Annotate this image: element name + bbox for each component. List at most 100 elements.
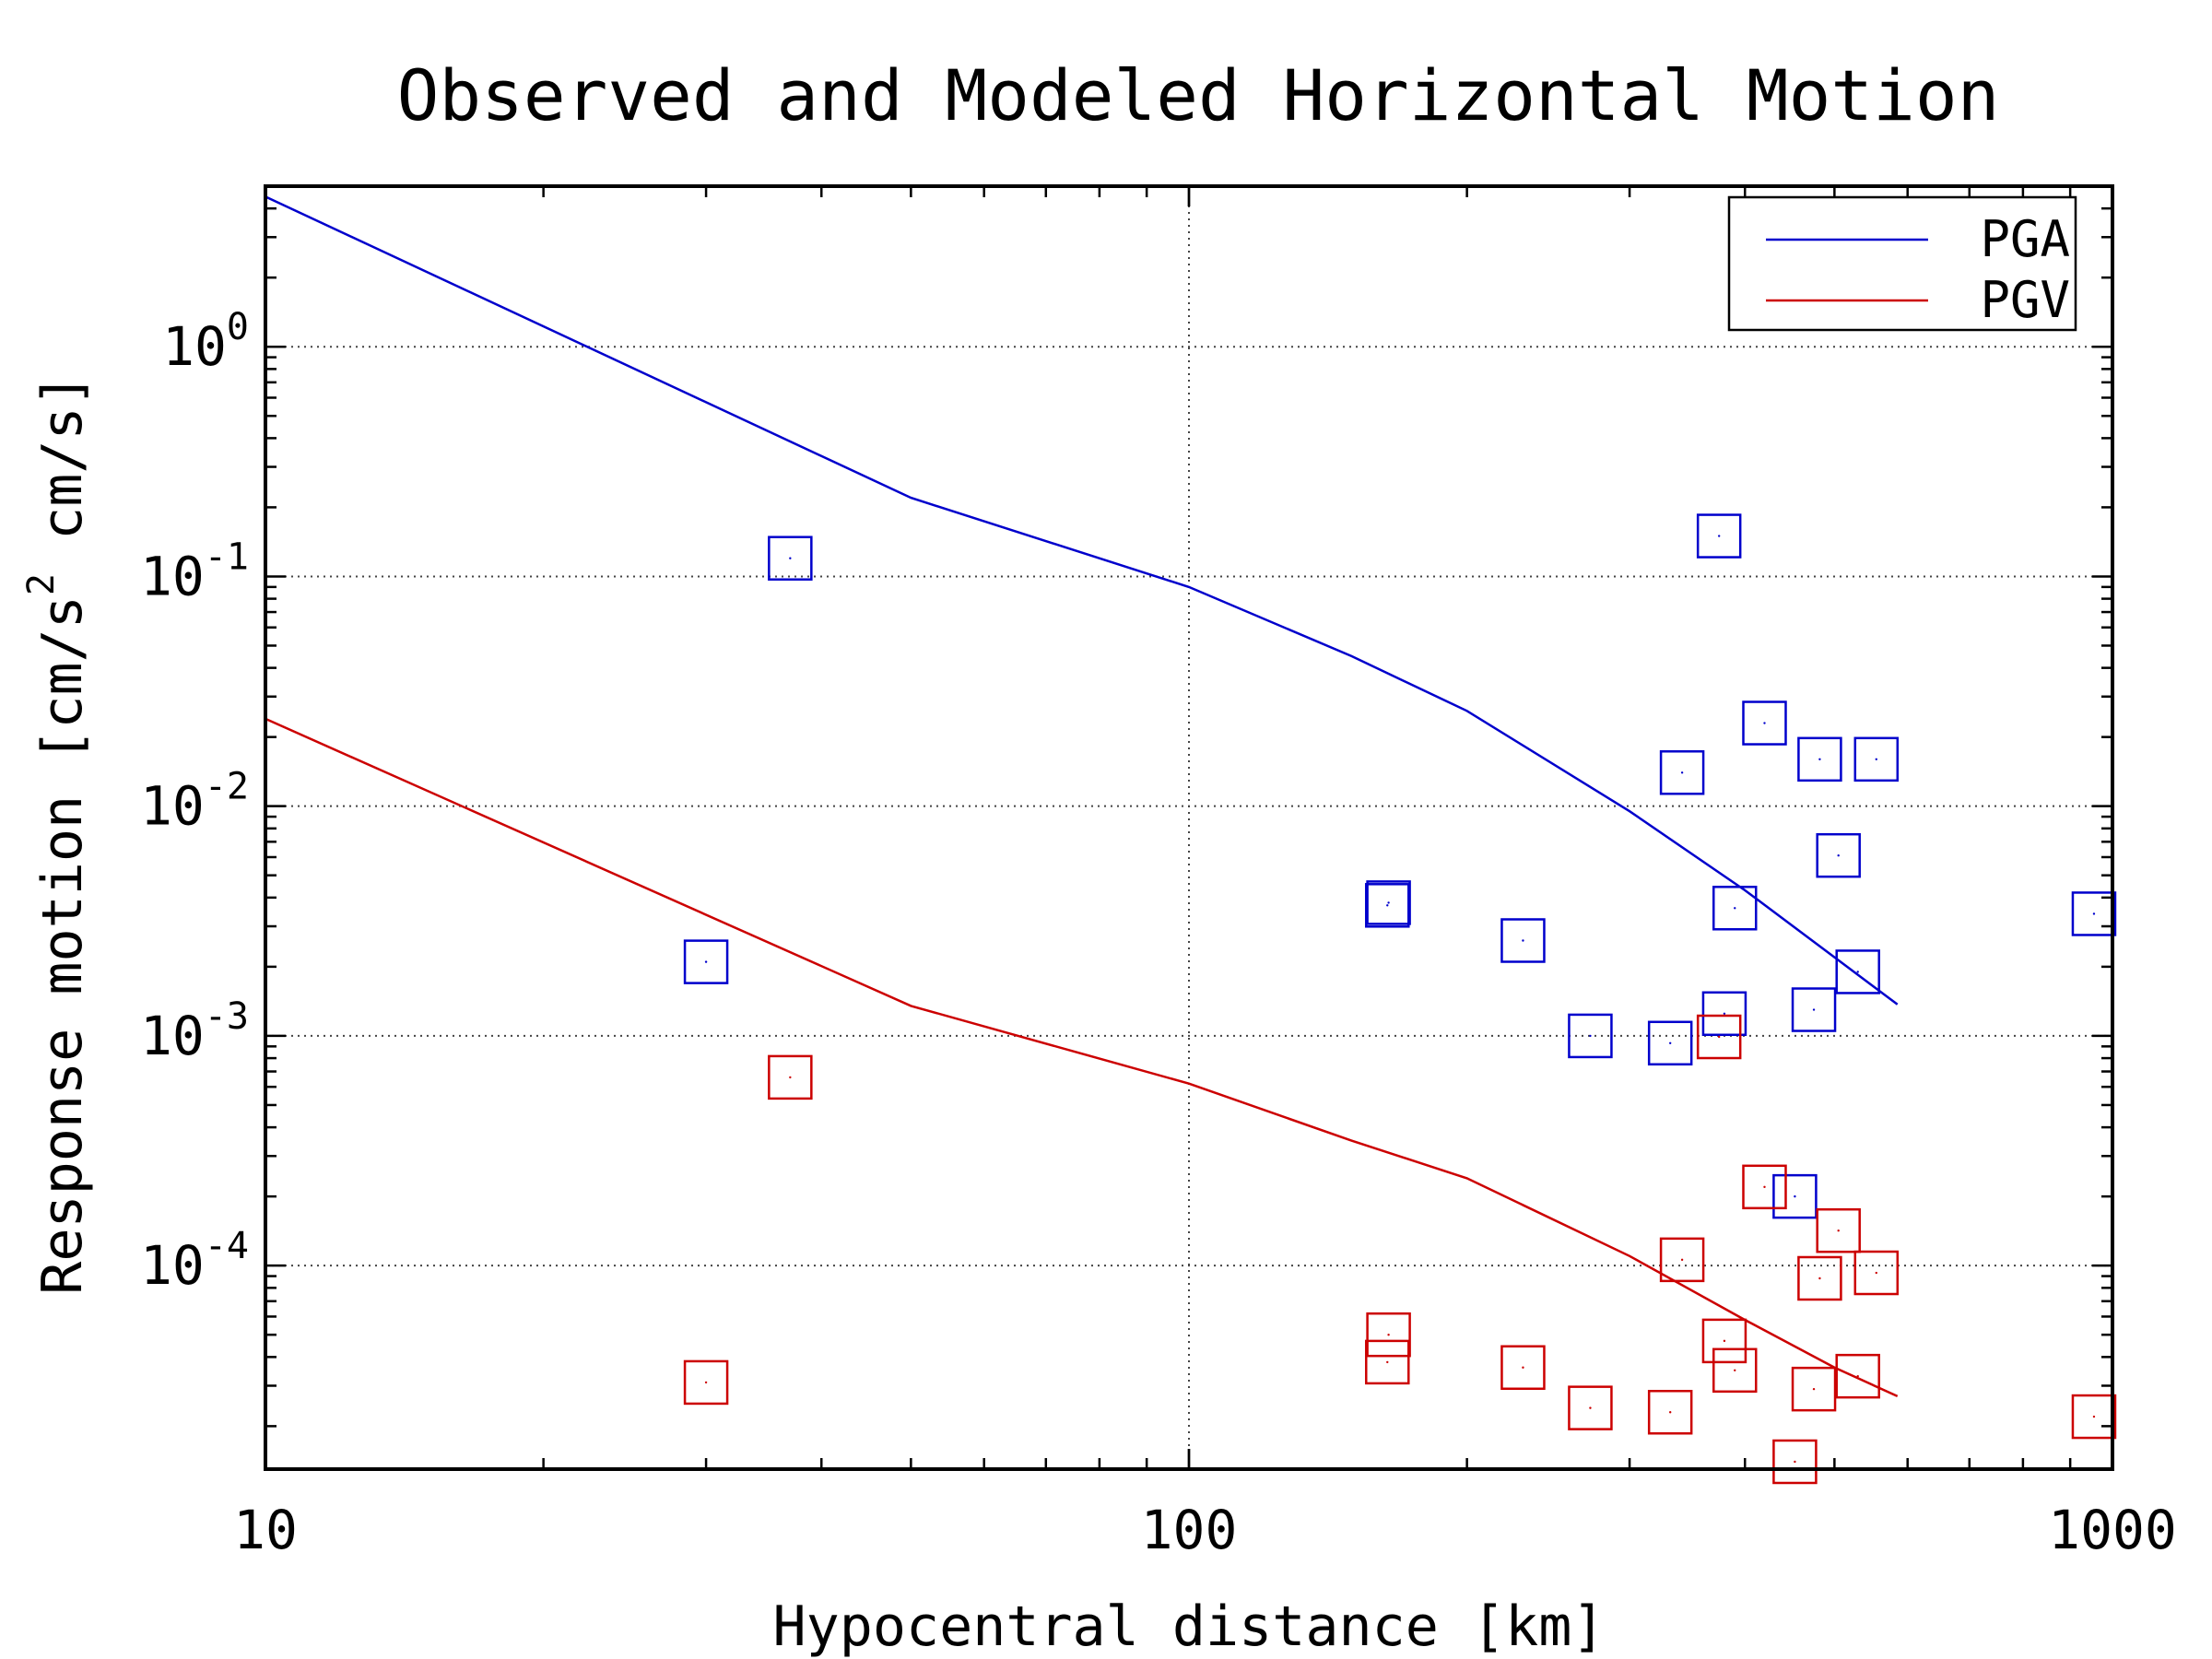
observed-point-center-pga — [1734, 907, 1736, 910]
observed-point-pga — [1816, 832, 1861, 878]
observed-point-center-pga — [1589, 1034, 1592, 1038]
observed-point-pga — [1835, 949, 1880, 994]
observed-point-center-pga — [1680, 771, 1684, 774]
x-tick-label: 100 — [1141, 1499, 1238, 1561]
observed-point-pgv — [1366, 1312, 1411, 1358]
observed-point-center-pga — [1717, 535, 1721, 537]
observed-point-center-pga — [1668, 1041, 1672, 1044]
observed-point-center-pga — [1837, 853, 1840, 857]
observed-point-pgv — [1853, 1250, 1900, 1296]
observed-point-pga — [1696, 513, 1742, 559]
observed-point-pgv — [2071, 1394, 2117, 1440]
observed-point-pga — [1797, 736, 1842, 782]
series-layer — [265, 195, 2117, 1485]
y-tick-label: 10-2 — [140, 766, 249, 838]
observed-point-center-pga — [1763, 722, 1766, 724]
observed-point-pgv — [1816, 1207, 1861, 1253]
observed-point-pga — [1365, 883, 1410, 928]
observed-point-center-pgv — [1723, 1339, 1726, 1343]
observed-point-center-pga — [1794, 1194, 1796, 1198]
observed-point-pgv — [1742, 1164, 1787, 1210]
observed-point-center-pgv — [1668, 1411, 1672, 1414]
observed-point-pga — [1568, 1013, 1613, 1059]
y-tick-label: 100 — [162, 306, 249, 378]
model-curve-pgv — [265, 717, 1899, 1398]
legend-box — [1727, 195, 2077, 332]
observed-point-center-pgv — [1387, 1333, 1390, 1336]
y-axis-label-main: Response motion [cm/s — [30, 595, 95, 1295]
observed-point-pgv — [1797, 1255, 1842, 1301]
y-axis-label-superscript: 2 — [20, 573, 63, 595]
observed-point-center-pgv — [1818, 1277, 1821, 1280]
observed-point-pga — [2071, 891, 2117, 936]
observed-point-center-pgv — [1875, 1271, 1877, 1275]
observed-point-pga — [1500, 918, 1546, 963]
observed-point-center-pgv — [2092, 1415, 2096, 1418]
observed-point-center-pgv — [1734, 1369, 1736, 1371]
observed-point-center-pgv — [1856, 1374, 1859, 1378]
observed-point-center-pga — [1387, 901, 1390, 904]
observed-point-pgv — [1701, 1318, 1747, 1364]
observed-point-pga — [1742, 700, 1787, 746]
observed-point-pgv — [1791, 1366, 1837, 1412]
axes: 10 100 1000 100 10-1 10-2 10-3 10-4 — [140, 184, 2177, 1561]
observed-point-center-pgv — [1386, 1360, 1389, 1364]
observed-point-center-pgv — [1812, 1387, 1816, 1391]
observed-point-pga — [1712, 886, 1758, 931]
y-tick-label: 10-4 — [140, 1225, 249, 1297]
observed-point-pgv — [1365, 1339, 1410, 1385]
grid — [265, 186, 2112, 1469]
chart-title: Observed and Modeled Horizontal Motion — [397, 54, 2000, 136]
observed-point-center-pgv — [1717, 1035, 1721, 1039]
observed-point-pga — [683, 939, 729, 984]
y-tick-label: 10-1 — [140, 535, 249, 607]
plot-frame — [264, 184, 2114, 1471]
observed-point-pgv — [1500, 1345, 1546, 1390]
observed-point-center-pga — [704, 960, 708, 963]
observed-point-pgv — [1772, 1439, 1818, 1485]
observed-point-pgv — [768, 1054, 813, 1100]
observed-point-pgv — [1568, 1385, 1613, 1430]
x-axis-label: Hypocentral distance [km] — [772, 1594, 1605, 1659]
observed-point-pga — [1791, 987, 1837, 1032]
observed-point-center-pgv — [1763, 1185, 1766, 1189]
observed-point-center-pgv — [1794, 1460, 1796, 1464]
y-axis-label-unit: cm/s] — [30, 373, 95, 573]
observed-point-center-pga — [1386, 904, 1389, 907]
observed-point-center-pgv — [1837, 1230, 1840, 1232]
observed-point-center-pga — [1522, 939, 1524, 942]
observed-point-center-pgv — [789, 1076, 792, 1079]
x-tick-label: 1000 — [2048, 1499, 2177, 1561]
legend-label-pga: PGA — [1980, 210, 2070, 268]
observed-point-pga — [1853, 736, 1900, 782]
observed-point-center-pga — [2092, 912, 2096, 915]
observed-point-pgv — [1712, 1347, 1758, 1394]
observed-point-pga — [1647, 1020, 1693, 1066]
observed-point-center-pga — [1818, 758, 1821, 761]
x-tick-label: 10 — [233, 1499, 298, 1561]
legend-label-pgv: PGV — [1980, 271, 2070, 329]
legend: PGA PGV — [1727, 195, 2077, 332]
observed-point-pgv — [1835, 1353, 1880, 1399]
observed-point-pgv — [1647, 1389, 1693, 1435]
observed-point-center-pgv — [1522, 1366, 1524, 1369]
observed-point-center-pga — [1875, 758, 1877, 761]
observed-point-pgv — [1659, 1237, 1705, 1283]
observed-point-center-pgv — [1680, 1258, 1684, 1262]
observed-point-center-pga — [789, 557, 792, 559]
observed-point-center-pga — [1856, 971, 1859, 973]
observed-point-pga — [768, 535, 813, 581]
observed-point-pga — [1366, 880, 1411, 925]
observed-point-pga — [1659, 750, 1705, 795]
observed-point-center-pgv — [1589, 1406, 1592, 1409]
observed-point-center-pga — [1723, 1012, 1726, 1015]
observed-point-pgv — [683, 1359, 729, 1406]
model-curve-pga — [265, 195, 1899, 1006]
observed-point-pgv — [1696, 1014, 1742, 1060]
observed-point-pga — [1772, 1173, 1818, 1219]
observed-point-center-pgv — [704, 1381, 708, 1384]
y-tick-label: 10-3 — [140, 995, 249, 1067]
observed-point-center-pga — [1812, 1008, 1816, 1011]
observed-point-pga — [1701, 991, 1747, 1037]
